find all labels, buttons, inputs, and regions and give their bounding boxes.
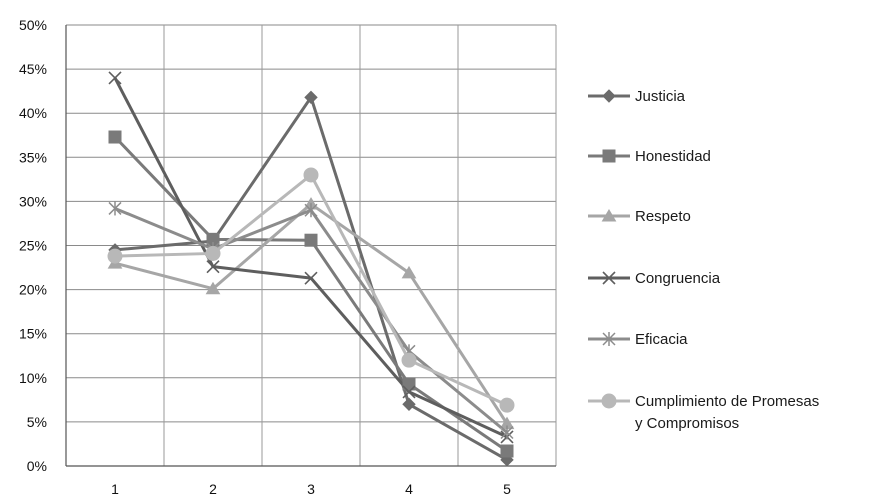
legend-item: Respeto	[588, 208, 691, 225]
data-point	[304, 233, 318, 247]
legend-item: Congruencia	[588, 270, 721, 287]
y-tick-label: 45%	[19, 61, 47, 77]
marker-stroke	[304, 271, 318, 285]
marker-stroke	[108, 71, 122, 85]
legend-marker	[602, 89, 616, 103]
y-tick-label: 30%	[19, 193, 47, 209]
legend-marker	[602, 149, 616, 163]
y-tick-label: 10%	[19, 370, 47, 386]
data-point	[401, 265, 417, 279]
data-point	[402, 385, 416, 399]
data-point	[303, 167, 319, 183]
data-point	[108, 71, 122, 85]
y-tick-label: 15%	[19, 326, 47, 342]
legend-label: Eficacia	[635, 331, 688, 348]
data-point	[205, 281, 221, 295]
y-tick-label: 20%	[19, 282, 47, 298]
legend-marker	[602, 271, 616, 285]
legend-marker	[601, 209, 617, 222]
x-tick-label: 1	[111, 481, 119, 497]
marker-stroke	[602, 271, 616, 285]
y-tick-label: 35%	[19, 149, 47, 165]
data-point	[401, 352, 417, 368]
y-tick-label: 40%	[19, 105, 47, 121]
data-point	[500, 425, 514, 440]
data-point	[304, 90, 318, 105]
legend-marker	[601, 393, 617, 409]
x-tick-label: 5	[503, 481, 511, 497]
legend-label: Congruencia	[635, 270, 721, 287]
data-point	[304, 203, 318, 218]
series-line	[113, 135, 508, 453]
x-tick-label: 3	[307, 481, 315, 497]
series-markers	[107, 71, 515, 467]
series-lines	[113, 77, 509, 462]
y-tick-label: 0%	[27, 458, 47, 474]
data-point	[402, 377, 416, 391]
data-point	[500, 444, 514, 458]
legend-label: Honestidad	[635, 148, 711, 165]
data-point	[402, 397, 416, 411]
data-point	[108, 201, 122, 216]
legend-label: y Compromisos	[635, 415, 739, 432]
y-tick-label: 50%	[19, 17, 47, 33]
legend-label: Justicia	[635, 88, 686, 105]
data-point	[108, 130, 122, 144]
legend: Justicia Honestidad Respeto Congruencia Efic…	[588, 88, 819, 432]
y-tick-label: 5%	[27, 414, 47, 430]
marker-stroke	[206, 260, 220, 274]
x-axis-tick-labels: 1 2 3 4 5	[111, 481, 511, 497]
y-axis-tick-labels: 0% 5% 10% 15% 20% 25% 30% 35% 40% 45% 50%	[19, 17, 47, 474]
data-point	[206, 260, 220, 274]
legend-item: Cumplimiento de Promesas y Compromisos	[588, 393, 819, 432]
legend-item: Justicia	[588, 88, 686, 105]
data-point	[499, 397, 515, 413]
marker-stroke	[402, 385, 416, 399]
y-tick-label: 25%	[19, 238, 47, 254]
legend-label: Cumplimiento de Promesas	[635, 393, 819, 410]
legend-label: Respeto	[635, 208, 691, 225]
data-point	[304, 271, 318, 285]
data-point	[107, 248, 123, 264]
data-point	[205, 245, 221, 261]
legend-marker	[602, 332, 616, 346]
x-tick-label: 2	[209, 481, 217, 497]
legend-item: Eficacia	[588, 331, 688, 348]
legend-item: Honestidad	[588, 148, 711, 165]
x-tick-label: 4	[405, 481, 413, 497]
